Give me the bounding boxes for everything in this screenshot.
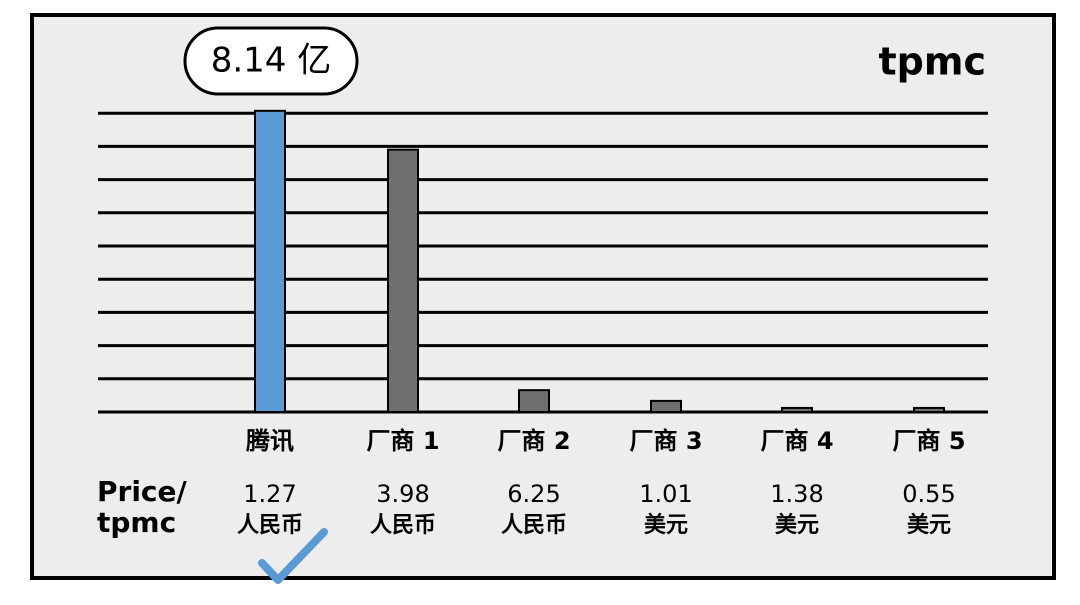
- price-unit: 美元: [644, 512, 688, 538]
- check-mark: [258, 528, 328, 584]
- price-unit: 人民币: [370, 513, 436, 538]
- x-tick-label: 厂商 4: [760, 427, 833, 455]
- bar: [650, 399, 682, 413]
- bar: [387, 148, 419, 413]
- x-tick-label: 厂商 1: [366, 427, 439, 455]
- price-unit: 人民币: [501, 513, 567, 538]
- x-tick-label: 厂商 2: [497, 427, 570, 455]
- price-value: 0.55: [902, 480, 955, 508]
- price-value: 6.25: [507, 480, 560, 508]
- price-value: 1.38: [770, 480, 823, 508]
- x-tick-label: 厂商 3: [629, 427, 702, 455]
- x-tick-label: 厂商 5: [892, 427, 965, 455]
- frame: [30, 13, 1056, 580]
- x-tick-label: 腾讯: [246, 427, 294, 455]
- price-value: 3.98: [376, 480, 429, 508]
- chart-title: tpmc: [879, 40, 987, 84]
- price-unit: 人民币: [237, 513, 303, 538]
- bar: [254, 109, 286, 413]
- value-label-box: [183, 26, 359, 96]
- bar: [913, 406, 945, 413]
- bar: [518, 389, 550, 414]
- price-label: Price/: [97, 475, 188, 508]
- value-label: 8.14 亿: [211, 41, 332, 81]
- bar: [781, 406, 813, 413]
- price-unit: 美元: [907, 512, 951, 538]
- price-label: tpmc: [97, 506, 176, 539]
- price-value: 1.27: [243, 480, 296, 508]
- price-unit: 美元: [775, 512, 819, 538]
- price-value: 1.01: [639, 480, 692, 508]
